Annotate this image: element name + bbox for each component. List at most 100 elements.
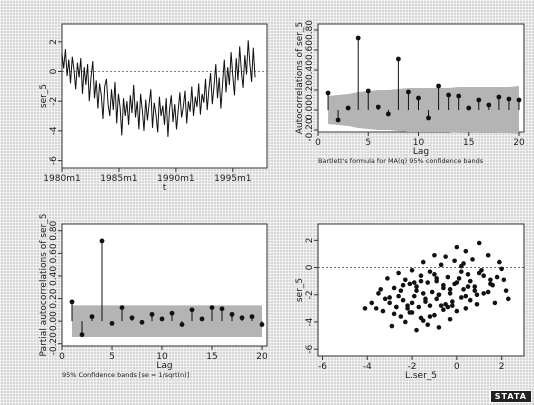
lag-marker-5 [365,88,371,94]
lag-marker-13 [189,307,195,313]
scatter-point [463,293,469,299]
scatter-point [506,296,511,302]
x-tick-label: 1990m1 [157,174,194,184]
scatter-point [436,292,442,298]
scatter-point [425,322,431,328]
scatter-point [396,270,401,276]
scatter-point [463,248,469,254]
lag-marker-15 [209,305,215,310]
scatter-point [362,306,368,311]
y-axis-title: ser_5 [39,84,49,108]
scatter-point [450,303,455,308]
x-tick-label: 5 [109,352,115,362]
x-tick-label: 1985m1 [100,174,137,184]
scatter-point [485,289,491,295]
scatter-point [447,316,453,322]
lag-marker-8 [395,56,401,62]
x-tick-label: 5 [365,138,371,148]
scatter-point [414,284,419,289]
lag-marker-6 [119,305,125,310]
scatter-point [432,312,437,318]
scatter-point [461,287,466,292]
y-axis-title: Autocorrelations of ser_5 [295,22,305,134]
scatter-point [418,278,424,284]
plot-area [61,23,268,169]
lag-marker-14 [456,93,462,99]
x-tick-label: 0 [59,352,65,362]
scatter-point [425,280,431,285]
y-tick-label: 0.40 [49,266,59,286]
scatter-point [472,284,478,289]
x-tick-label: 10 [413,138,425,148]
y-tick-label: 0.20 [305,80,315,100]
lag-marker-6 [375,104,381,110]
lag-marker-16 [476,97,482,103]
scatter-point [447,291,453,296]
lag-marker-13 [446,92,452,98]
y-tick-label: 0 [305,264,315,270]
y-axis-title: Partial autocorrelations of ser_5 [39,214,49,357]
lag-marker-2 [79,332,85,338]
lag-marker-12 [436,83,441,89]
scatter-point [434,296,439,302]
lag-marker-1 [69,299,75,305]
scatter-point [416,304,422,310]
x-tick-label: 15 [206,352,217,362]
x-tick-label: -4 [363,362,372,372]
scatter-point [398,314,404,319]
scatter-point [481,273,486,279]
lag-marker-10 [416,95,421,101]
scatter-point [499,266,504,272]
scatter-point [456,276,462,281]
plot-area [317,223,525,357]
scatter-point [380,308,386,314]
scatter-point [503,288,509,293]
scatter-point [420,291,426,296]
scatter-point [423,296,428,302]
scatter-point [497,259,502,265]
series-line [61,40,256,137]
scatter-point [409,267,415,273]
chart-panel-3: 0 5 10 15 20 -0.200.00 0.20 0.40 0.60 0.80 Lag Part… [39,214,268,379]
scatter-point [432,272,437,277]
lag-marker-7 [385,111,391,117]
lag-marker-8 [139,319,145,325]
lag-marker-9 [406,89,411,95]
y-tick-label: 0.00 [305,100,315,120]
scatter-point [472,288,478,293]
scatter-point [420,259,426,265]
y-tick-label: 0.20 [49,288,59,308]
scatter-point [459,269,464,274]
lag-marker-7 [129,315,135,321]
scatter-point [467,278,473,284]
scatter-point [447,287,453,292]
y-tick-label: -2 [305,290,315,299]
scatter-point [485,252,491,258]
scatter-point [476,270,482,276]
scatter-point [454,280,460,285]
scatter-point [411,280,417,285]
scatter-point [400,282,406,288]
x-tick-label: -2 [408,362,417,372]
scatter-point [441,282,446,288]
scatter-point [385,276,390,281]
x-tick-label: 20 [513,138,525,148]
scatter-point [376,291,381,296]
scatter-point [436,325,442,330]
scatter-point [454,244,460,250]
scatter-point [389,323,395,329]
scatter-point [490,282,495,288]
chart-panel-2: 0 5 10 15 20 -0.200.000.200.400.600.80 Lag Auto… [295,20,525,165]
scatter-point [427,303,433,308]
y-tick-label: -6 [49,156,59,165]
y-tick-label: -6 [305,344,315,353]
lag-marker-19 [249,314,255,320]
y-tick-label: -4 [305,317,315,326]
scatter-point [470,257,475,262]
scatter-point [373,306,379,311]
scatter-point [445,304,451,310]
scatter-point [398,288,404,293]
x-axis-title: t [163,183,167,193]
lag-marker-9 [149,311,155,317]
